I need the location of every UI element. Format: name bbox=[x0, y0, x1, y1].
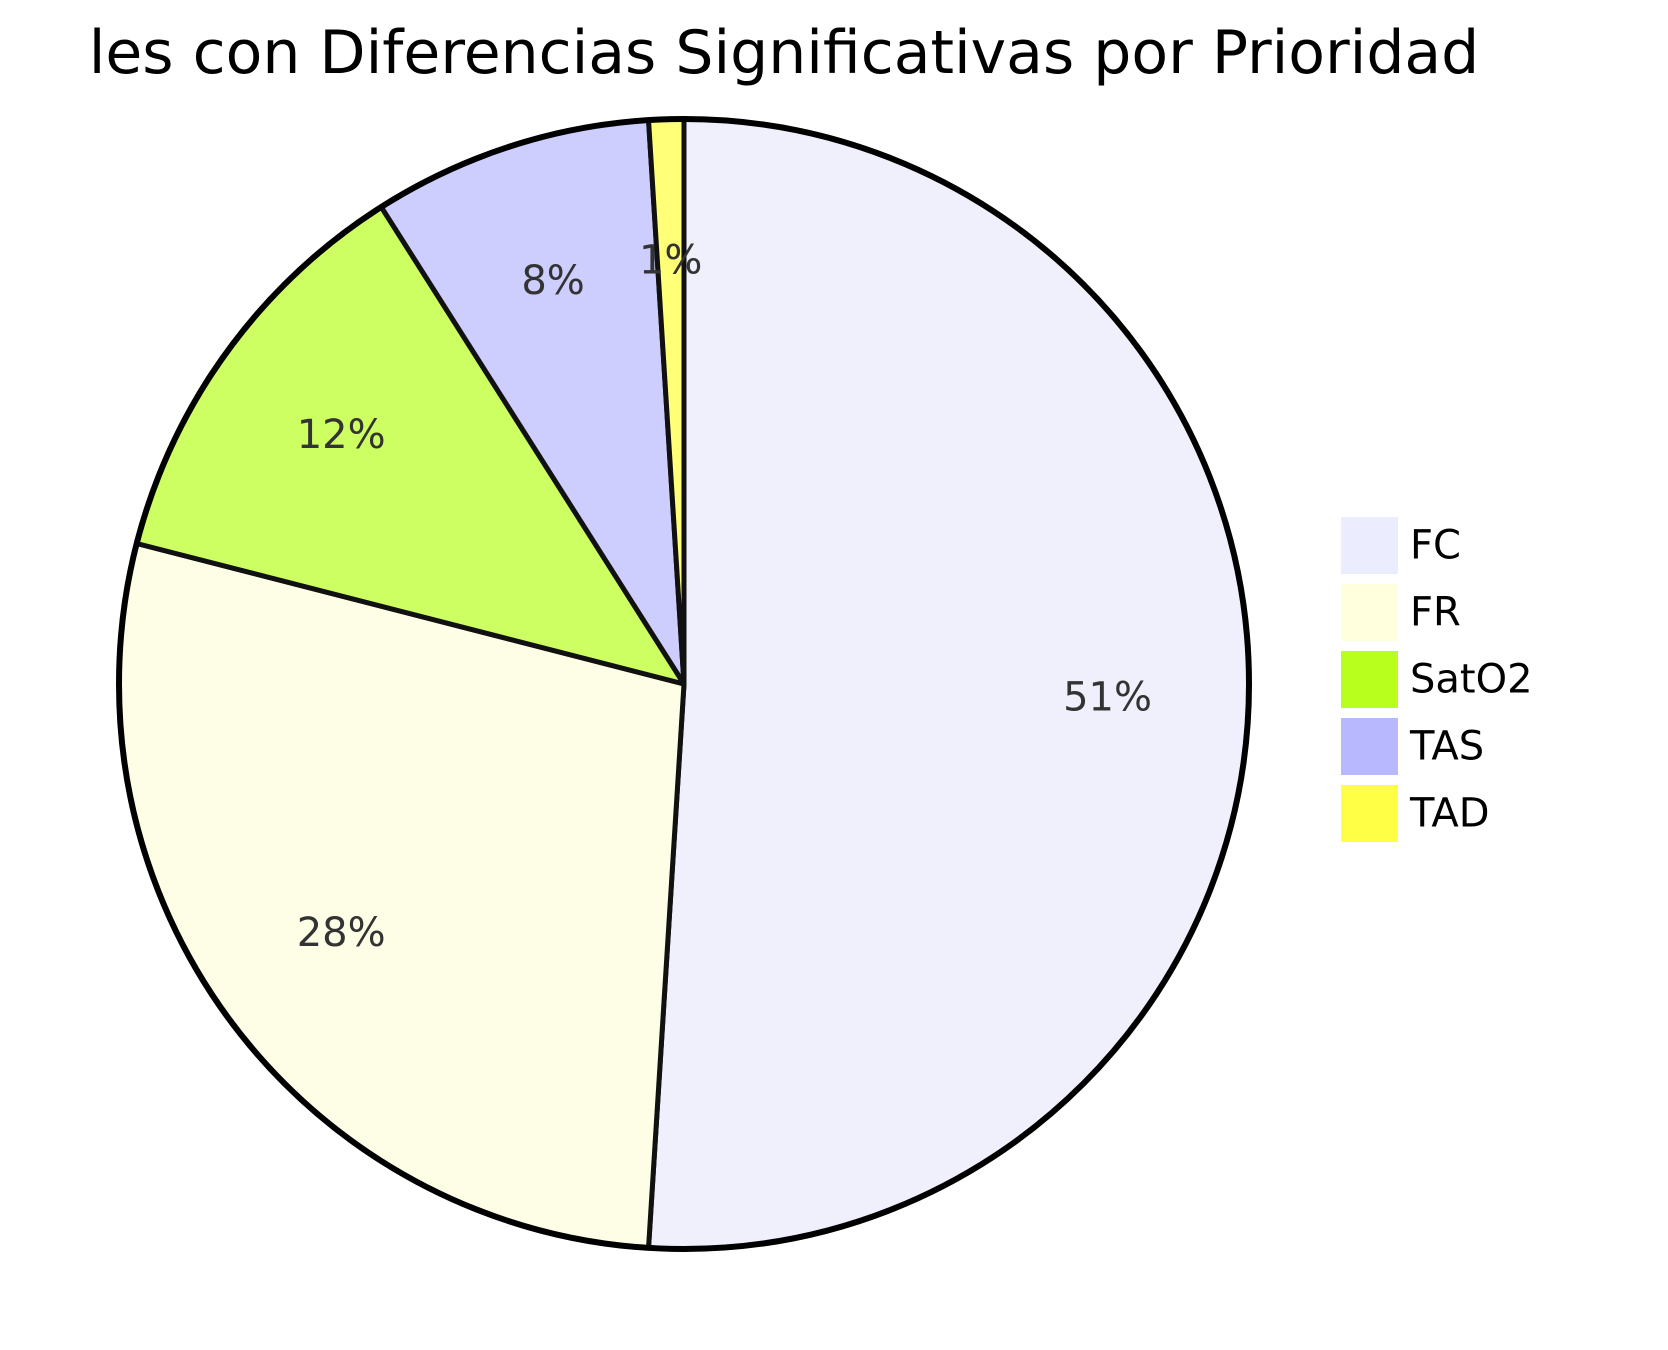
slice-label-tad: 1% bbox=[639, 237, 702, 283]
legend: FC FR SatO2 TAS TAD bbox=[1341, 517, 1533, 842]
slice-label-sato2: 12% bbox=[297, 412, 386, 458]
slice-label-tas: 8% bbox=[521, 258, 584, 304]
slice-label-fc: 51% bbox=[1063, 674, 1152, 720]
pie-slice-labels: 51% 28% 12% 8% 1% bbox=[297, 237, 1152, 956]
pie-outline bbox=[116, 116, 1252, 1252]
legend-swatch-fc bbox=[1341, 517, 1398, 574]
slice-label-fr: 28% bbox=[297, 910, 386, 956]
chart-title: les con Diferencias Significativas por P… bbox=[89, 18, 1480, 88]
pie-slice-fc bbox=[646, 116, 1252, 1252]
pie-slices bbox=[116, 116, 1252, 1252]
legend-label-tad: TAD bbox=[1409, 791, 1490, 837]
legend-swatch-tas bbox=[1341, 718, 1398, 775]
legend-swatch-sato2 bbox=[1341, 651, 1398, 708]
legend-label-sato2: SatO2 bbox=[1410, 657, 1533, 703]
legend-swatch-fr bbox=[1341, 584, 1398, 641]
legend-swatch-tad bbox=[1341, 785, 1398, 842]
legend-label-fc: FC bbox=[1410, 523, 1461, 569]
legend-label-tas: TAS bbox=[1409, 724, 1484, 770]
legend-label-fr: FR bbox=[1410, 590, 1461, 636]
